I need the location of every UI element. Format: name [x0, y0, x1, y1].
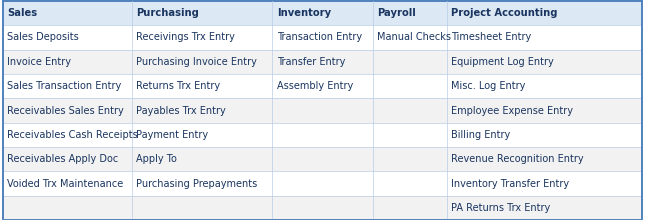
Bar — [3, 171, 642, 196]
Text: Returns Trx Entry: Returns Trx Entry — [136, 81, 220, 91]
Text: Inventory: Inventory — [277, 8, 331, 18]
Text: Equipment Log Entry: Equipment Log Entry — [451, 57, 554, 67]
Bar — [3, 1, 642, 25]
Text: Receivables Cash Receipts: Receivables Cash Receipts — [7, 130, 138, 140]
Text: Employee Expense Entry: Employee Expense Entry — [451, 106, 573, 116]
Text: Purchasing Invoice Entry: Purchasing Invoice Entry — [136, 57, 257, 67]
Text: Sales Deposits: Sales Deposits — [7, 32, 79, 42]
Text: PA Returns Trx Entry: PA Returns Trx Entry — [451, 203, 551, 213]
Text: Transfer Entry: Transfer Entry — [277, 57, 345, 67]
Text: Sales Transaction Entry: Sales Transaction Entry — [7, 81, 121, 91]
Text: Receivings Trx Entry: Receivings Trx Entry — [136, 32, 235, 42]
Text: Project Accounting: Project Accounting — [451, 8, 558, 18]
Text: Assembly Entry: Assembly Entry — [277, 81, 353, 91]
Bar — [3, 196, 642, 220]
Text: Receivables Sales Entry: Receivables Sales Entry — [7, 106, 124, 116]
Text: Transaction Entry: Transaction Entry — [277, 32, 362, 42]
Text: Voided Trx Maintenance: Voided Trx Maintenance — [7, 179, 123, 189]
Text: Purchasing: Purchasing — [136, 8, 199, 18]
Text: Misc. Log Entry: Misc. Log Entry — [451, 81, 526, 91]
Text: Invoice Entry: Invoice Entry — [7, 57, 71, 67]
Text: Inventory Transfer Entry: Inventory Transfer Entry — [451, 179, 570, 189]
Bar — [3, 98, 642, 123]
Text: Revenue Recognition Entry: Revenue Recognition Entry — [451, 154, 584, 164]
Text: Apply To: Apply To — [136, 154, 177, 164]
Text: Billing Entry: Billing Entry — [451, 130, 511, 140]
Bar — [3, 147, 642, 171]
Bar — [3, 25, 642, 50]
Text: Timesheet Entry: Timesheet Entry — [451, 32, 531, 42]
Text: Payment Entry: Payment Entry — [136, 130, 208, 140]
Text: Manual Checks: Manual Checks — [377, 32, 452, 42]
Text: Payables Trx Entry: Payables Trx Entry — [136, 106, 226, 116]
Text: Sales: Sales — [7, 8, 37, 18]
Text: Purchasing Prepayments: Purchasing Prepayments — [136, 179, 257, 189]
Text: Receivables Apply Doc: Receivables Apply Doc — [7, 154, 118, 164]
Text: Payroll: Payroll — [377, 8, 416, 18]
Bar — [3, 50, 642, 74]
Bar — [3, 123, 642, 147]
Bar — [3, 74, 642, 98]
